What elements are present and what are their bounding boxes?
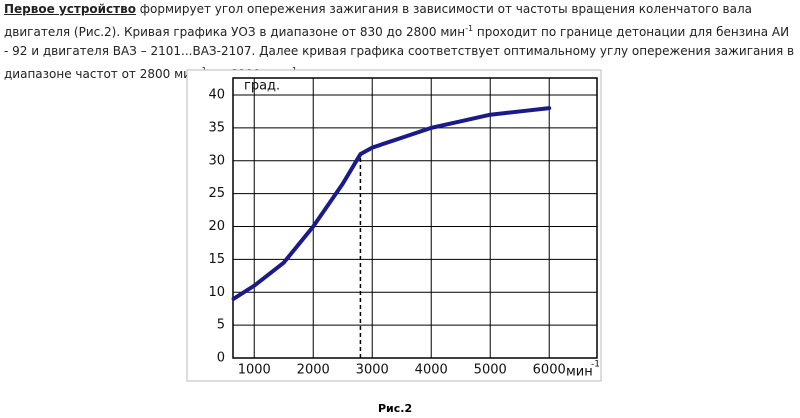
text-run: проходит по границе детонации для бензин… (4, 25, 795, 81)
caption: Рис.2 (378, 402, 413, 415)
x-tick-label: 4000 (415, 363, 448, 378)
y-tick-label: 0 (217, 351, 225, 366)
x-tick-label: 5000 (474, 363, 507, 378)
chart-frame (186, 69, 602, 382)
y-tick-label: 5 (217, 318, 225, 333)
superscript: -1 (465, 24, 474, 33)
x-tick-label: 1000 (238, 363, 271, 378)
text-run: формирует угол опережения зажигания в за… (4, 2, 752, 39)
y-tick-label: 35 (208, 120, 225, 135)
y-tick-label: 15 (208, 252, 225, 267)
x-tick-label: 2000 (297, 363, 330, 378)
chart: град. 0 5 10 15 20 25 30 35 40 1000 2000 3000 4000 50… (186, 69, 602, 382)
x-axis-label: мин (566, 365, 593, 380)
x-tick-label: 3000 (356, 363, 389, 378)
y-tick-label: 20 (208, 219, 225, 234)
y-tick-label: 30 (208, 153, 225, 168)
y-tick-label: 10 (208, 285, 225, 300)
curve (231, 106, 552, 301)
text-run: Первое устройство (4, 2, 136, 16)
x-tick-label: 6000 (533, 363, 566, 378)
x-axis-label-sup: -1 (591, 360, 600, 370)
y-tick-label: 25 (208, 186, 225, 201)
y-tick-label: 40 (208, 88, 225, 103)
y-axis-label: град. (244, 79, 280, 94)
